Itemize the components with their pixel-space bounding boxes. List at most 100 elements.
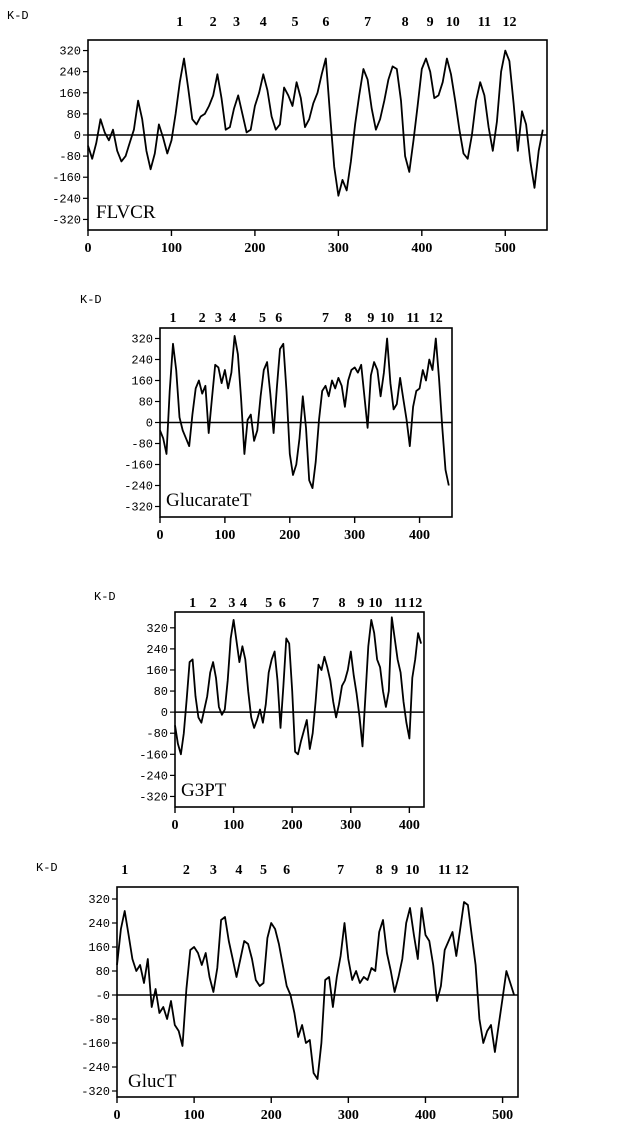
panel-3-plot-frame bbox=[174, 611, 425, 808]
panel-1-xtick-label: 200 bbox=[244, 241, 265, 256]
panel-2-helix-label: 2 bbox=[199, 311, 206, 326]
panel-2-helix-label: 5 bbox=[259, 311, 266, 326]
panel-3-ytick-label: 240 bbox=[146, 643, 168, 657]
panel-3-xtick-label: 400 bbox=[399, 818, 420, 833]
panel-4-plot-frame bbox=[116, 886, 519, 1098]
panel-1-xtick-label: 0 bbox=[85, 241, 92, 256]
panel-1-ytick-label: -80 bbox=[59, 150, 81, 164]
panel-3-protein-name: G3PT bbox=[181, 780, 227, 801]
panel-3-ytick-label: -80 bbox=[146, 727, 168, 741]
panel-3-ytick-label: -160 bbox=[139, 748, 168, 762]
panel-3-helix-label: 11 bbox=[394, 596, 407, 611]
panel-4-ylabel: K-D bbox=[36, 861, 58, 875]
panel-1-ytick-label: 0 bbox=[74, 129, 81, 143]
panel-2-helix-label: 11 bbox=[406, 311, 419, 326]
panel-4-helix-label: 6 bbox=[283, 863, 290, 878]
panel-3-helix-label: 3 bbox=[228, 596, 235, 611]
panel-1-helix-label: 11 bbox=[478, 15, 491, 30]
panel-3-ylabel: K-D bbox=[94, 590, 116, 604]
panel-4-helix-label: 10 bbox=[405, 863, 419, 878]
panel-3-ytick-label: 320 bbox=[146, 622, 168, 636]
panel-3-helix-label: 4 bbox=[240, 596, 247, 611]
panel-1-helix-label: 2 bbox=[210, 15, 217, 30]
panel-1-helix-label: 10 bbox=[446, 15, 460, 30]
panel-3-ytick-label: 0 bbox=[161, 706, 168, 720]
panel-3-ytick-label: 160 bbox=[146, 664, 168, 678]
panel-3-helix-label: 8 bbox=[338, 596, 345, 611]
panel-2-ytick-label: 320 bbox=[131, 333, 153, 347]
panel-1-helix-label: 8 bbox=[402, 15, 409, 30]
panel-3-xtick-label: 0 bbox=[172, 818, 179, 833]
panel-1-ytick-label: -240 bbox=[52, 192, 81, 206]
panel-3-ytick-label: 80 bbox=[154, 685, 168, 699]
panel-1-helix-label: 5 bbox=[291, 15, 298, 30]
panel-4-ytick-label: 240 bbox=[88, 917, 110, 931]
panel-2-helix-label: 3 bbox=[215, 311, 222, 326]
panel-2-helix-label: 7 bbox=[322, 311, 329, 326]
panel-2-helix-label: 10 bbox=[380, 311, 394, 326]
panel-4-protein-name: GlucT bbox=[128, 1071, 177, 1092]
panel-2-ylabel: K-D bbox=[80, 293, 102, 307]
panel-3-helix-label: 5 bbox=[265, 596, 272, 611]
panel-3-xtick-label: 200 bbox=[282, 818, 303, 833]
panel-3-xtick-label: 100 bbox=[223, 818, 244, 833]
panel-1-helix-label: 3 bbox=[233, 15, 240, 30]
panel-4-helix-label: 11 bbox=[438, 863, 451, 878]
panel-3-hydropathy-line bbox=[174, 616, 422, 756]
panel-4-helix-label: 9 bbox=[391, 863, 398, 878]
panel-4-helix-label: 8 bbox=[376, 863, 383, 878]
panel-1-helix-label: 9 bbox=[427, 15, 434, 30]
panel-1-ytick-label: -320 bbox=[52, 213, 81, 227]
panel-1-helix-label: 4 bbox=[260, 15, 267, 30]
panel-4-helix-label: 2 bbox=[183, 863, 190, 878]
panel-1-ytick-label: 160 bbox=[59, 87, 81, 101]
panel-2-ytick-label: -320 bbox=[124, 501, 153, 515]
panel-2-xtick-label: 300 bbox=[344, 528, 365, 543]
panel-4-ytick-label: -160 bbox=[81, 1037, 110, 1051]
panel-4-ytick-label: -320 bbox=[81, 1085, 110, 1099]
panel-1-ytick-label: 320 bbox=[59, 45, 81, 59]
panel-3-xtick-label: 300 bbox=[340, 818, 361, 833]
panel-1-ytick-label: -160 bbox=[52, 171, 81, 185]
panel-4-xtick-label: 200 bbox=[261, 1108, 282, 1123]
panel-4-helix-label: 3 bbox=[210, 863, 217, 878]
panel-2-ytick-label: 240 bbox=[131, 354, 153, 368]
panel-4-xtick-label: 500 bbox=[492, 1108, 513, 1123]
panel-4-ytick-label: 160 bbox=[88, 941, 110, 955]
panel-1-ytick-label: 240 bbox=[59, 66, 81, 80]
panel-1-helix-label: 1 bbox=[176, 15, 183, 30]
panel-2-ytick-label: 160 bbox=[131, 375, 153, 389]
panel-2-ytick-label: -240 bbox=[124, 480, 153, 494]
panel-1-xtick-label: 100 bbox=[161, 241, 182, 256]
panel-2-helix-label: 8 bbox=[345, 311, 352, 326]
panel-2-protein-name: GlucarateT bbox=[166, 490, 252, 511]
panel-4-helix-label: 4 bbox=[235, 863, 242, 878]
panel-1-xtick-label: 300 bbox=[328, 241, 349, 256]
panel-4-xtick-label: 400 bbox=[415, 1108, 436, 1123]
panel-4-ytick-label: -80 bbox=[88, 1013, 110, 1027]
panel-2-hydropathy-line bbox=[159, 334, 450, 490]
panel-2-helix-label: 1 bbox=[169, 311, 176, 326]
panel-4-helix-label: 12 bbox=[455, 863, 469, 878]
panel-3-helix-label: 2 bbox=[210, 596, 217, 611]
panel-3-helix-label: 7 bbox=[312, 596, 319, 611]
panel-2-ytick-label: 0 bbox=[146, 417, 153, 431]
panel-4-hydropathy-line bbox=[116, 901, 515, 1080]
panel-3-helix-label: 10 bbox=[368, 596, 382, 611]
panel-1-hydropathy-line bbox=[87, 49, 544, 197]
panel-1-ylabel: K-D bbox=[7, 9, 29, 23]
panel-4-xtick-label: 100 bbox=[184, 1108, 205, 1123]
panel-4-helix-label: 5 bbox=[260, 863, 267, 878]
panel-4-xtick-label: 300 bbox=[338, 1108, 359, 1123]
panel-4-ytick-label: -0 bbox=[96, 989, 110, 1003]
panel-2-xtick-label: 100 bbox=[214, 528, 235, 543]
panel-3-helix-label: 6 bbox=[279, 596, 286, 611]
panel-3-helix-label: 1 bbox=[189, 596, 196, 611]
panel-2-xtick-label: 400 bbox=[409, 528, 430, 543]
panel-3-helix-label: 12 bbox=[408, 596, 422, 611]
panel-4-ytick-label: 320 bbox=[88, 893, 110, 907]
panel-1-xtick-label: 400 bbox=[411, 241, 432, 256]
panel-2-helix-label: 4 bbox=[229, 311, 236, 326]
panel-4-helix-label: 1 bbox=[121, 863, 128, 878]
